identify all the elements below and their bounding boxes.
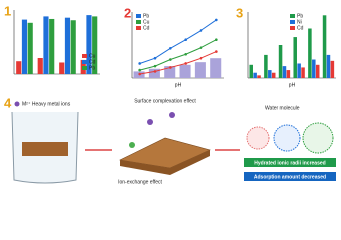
point — [184, 52, 187, 56]
legend-swatch — [136, 20, 141, 24]
point — [169, 66, 172, 69]
legend-label: Ni — [297, 19, 302, 25]
panel-label: 4 — [4, 95, 12, 110]
point — [169, 58, 172, 61]
bar — [64, 17, 71, 74]
ions-label: M²⁺ Heavy metal ions — [22, 101, 71, 107]
legend-swatch — [290, 14, 295, 18]
bar — [148, 68, 160, 78]
legend-label: Cd — [297, 25, 304, 31]
legend-swatch — [136, 14, 141, 18]
legend-swatch — [82, 66, 87, 70]
point — [184, 38, 187, 42]
legend-swatch — [290, 20, 295, 24]
bar — [282, 66, 287, 78]
bar — [268, 70, 272, 78]
bar — [326, 54, 331, 78]
legend-swatch — [82, 60, 87, 64]
graphical-abstract: 4 M²⁺ Heavy metal ions Surface complexat… — [4, 3, 336, 185]
exchange-label: Ion-exchange effect — [118, 179, 162, 185]
bar — [179, 64, 191, 78]
panel-label: 3 — [236, 5, 243, 20]
legend-swatch — [82, 54, 87, 58]
x-axis-title: pH — [289, 82, 296, 88]
bar — [92, 16, 98, 74]
bar — [297, 63, 301, 78]
bar — [43, 16, 49, 74]
bar — [37, 58, 43, 74]
bar — [293, 37, 297, 78]
bar — [257, 75, 261, 78]
bar — [164, 66, 176, 78]
bar — [271, 72, 276, 78]
point — [199, 29, 203, 32]
surface-side — [120, 150, 210, 175]
line — [139, 39, 217, 71]
bar — [59, 62, 65, 74]
hydrated-ion — [246, 126, 270, 150]
bar — [249, 64, 253, 78]
ion-icon — [147, 119, 153, 125]
radii-arrow — [244, 158, 336, 167]
point — [215, 50, 218, 53]
ion-icon — [169, 112, 175, 118]
point — [153, 64, 157, 68]
point — [138, 72, 141, 76]
bar — [330, 60, 335, 78]
radii-label: Hydrated ionic radii increased — [254, 160, 325, 166]
bar — [27, 22, 33, 74]
legend-label: Cd — [143, 25, 150, 31]
x-axis-title: pH — [175, 82, 182, 88]
bar — [264, 54, 268, 78]
adsorption-label: Adsorption amount decreased — [254, 174, 326, 180]
adsorption-arrow — [244, 172, 336, 181]
legend-label: Pb — [89, 65, 95, 71]
point — [138, 62, 141, 65]
line — [139, 51, 217, 75]
bar — [194, 62, 206, 78]
point — [215, 18, 218, 22]
bar — [301, 67, 305, 78]
bar — [16, 61, 22, 74]
bar — [322, 15, 327, 79]
bar — [308, 28, 312, 78]
legend-swatch — [290, 26, 295, 30]
point — [184, 62, 187, 65]
bar — [286, 70, 291, 78]
bar — [312, 59, 316, 78]
bar — [49, 18, 55, 74]
hydrated-ion — [302, 122, 334, 154]
legend-label: Cu — [143, 19, 150, 25]
bar — [315, 64, 320, 78]
ion-icon — [129, 142, 135, 148]
legend-label: Pb — [297, 13, 303, 19]
bar — [21, 19, 28, 75]
point — [199, 56, 203, 60]
legend-label: Cu — [89, 53, 96, 59]
legend-swatch — [136, 26, 141, 30]
legend-label: Pb — [143, 13, 149, 19]
bar — [210, 58, 222, 78]
point — [199, 46, 203, 49]
panel-label: 1 — [4, 3, 11, 18]
line — [139, 19, 217, 64]
hydrated-ion — [273, 124, 301, 152]
panel-label: 2 — [124, 5, 131, 20]
legend-label: Cd — [89, 59, 96, 65]
point — [169, 47, 172, 50]
adsorbent — [22, 142, 68, 156]
bar — [253, 72, 257, 78]
surface-label: Surface complexation effect — [134, 98, 196, 104]
bar — [278, 45, 283, 78]
panel-4: 4 M²⁺ Heavy metal ions Surface complexat… — [4, 95, 336, 185]
bar — [70, 20, 76, 75]
water-label: Water molecule — [265, 105, 300, 111]
point — [153, 56, 157, 60]
point — [153, 70, 157, 73]
ion-icon — [14, 101, 20, 107]
point — [138, 68, 141, 72]
point — [215, 38, 218, 42]
bar — [86, 15, 92, 75]
